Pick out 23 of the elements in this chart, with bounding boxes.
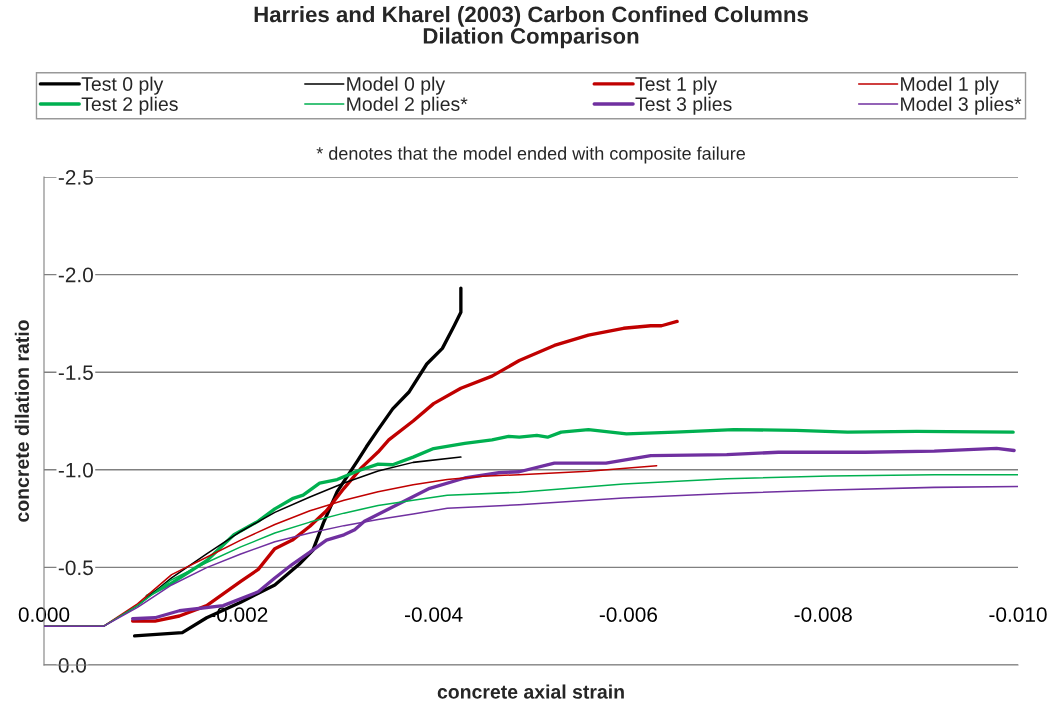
y-tick-label: 0.0 xyxy=(58,658,87,673)
y-axis-title: concrete dilation ratio xyxy=(14,320,30,522)
legend-label: Test 3 plies xyxy=(635,96,732,115)
y-tick-label: -1.5 xyxy=(58,365,93,380)
legend-label: Test 0 ply xyxy=(81,76,164,95)
legend-label: Model 3 plies* xyxy=(901,96,1022,115)
y-tick-label: -2.5 xyxy=(58,170,93,185)
x-tick-label: -0.004 xyxy=(404,607,463,622)
x-tick-label: 0.000 xyxy=(18,607,70,622)
legend-label: Test 2 plies xyxy=(81,96,178,115)
legend-label: Model 0 ply xyxy=(347,76,446,95)
legend-label: Model 2 plies* xyxy=(347,96,468,115)
x-tick-label: -0.010 xyxy=(989,607,1047,622)
chart-title: Harries and Kharel (2003) Carbon Confined Columns Dilation Comparison xyxy=(254,6,808,49)
y-tick-label: -1.0 xyxy=(58,462,93,478)
x-axis-title: concrete axial strain xyxy=(437,684,624,699)
text: * denotes that the model ended with composite failure xyxy=(316,146,746,164)
legend-label: Test 1 ply xyxy=(635,76,718,95)
x-tick-label: -0.006 xyxy=(599,607,658,622)
legend-label: Model 1 ply xyxy=(901,76,999,95)
y-tick-label: -2.0 xyxy=(58,267,93,283)
y-tick-label: -0.5 xyxy=(58,560,93,576)
x-tick-label: -0.008 xyxy=(794,607,852,622)
